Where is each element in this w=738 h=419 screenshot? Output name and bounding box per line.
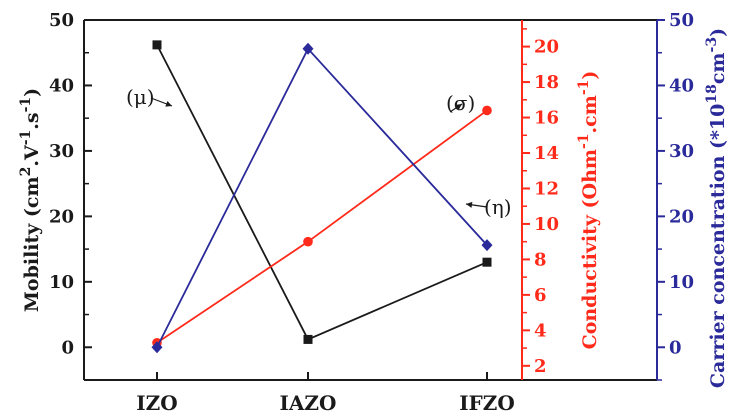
carrier-point [151,341,163,354]
mobility-point [303,334,313,344]
mobility-axis-label: Mobility (cm2.V-1.s-1) [18,88,43,312]
left-tick-label: 30 [49,141,74,162]
carrier-axis-label: Carrier concentration (*1018cm-3) [704,28,729,388]
conductivity-tick-label: 10 [534,214,559,235]
carrier-tick-label: 10 [669,272,694,293]
carrier-axis-label-part: ) [707,28,729,37]
carrier-axis-label-part: cm [707,52,729,84]
conductivity-axis-label-part: -1 [576,133,592,149]
x-tick-label: IAZO [280,391,337,415]
conductivity-tick-label: 20 [534,37,559,58]
conductivity-tick-label: 6 [534,285,547,306]
left-tick-label: 50 [49,10,74,31]
series-line-middle [156,109,488,344]
annotation-label: (μ) [126,85,155,109]
series-line-right [156,47,488,348]
mobility-axis-label-part: Mobility (cm [21,176,43,312]
carrier-tick-label: 30 [669,141,694,162]
carrier-axis-label-part: 18 [704,84,720,103]
conductivity-tick-label: 4 [534,320,547,341]
carrier-axis-label-part: -3 [704,37,720,53]
conductivity-axis-label: Conductivity (Ohm-1.cm-1) [576,71,601,350]
mobility-axis-label-part: 2 [18,167,34,177]
left-tick-label: 10 [49,272,74,293]
annotation-arrowhead [455,104,462,110]
mobility-point [152,40,162,50]
left-tick-label: 40 [49,75,74,96]
mobility-axis-label-part: .s [21,112,43,129]
conductivity-axis-label-part: Conductivity (Ohm [579,149,601,349]
left-tick-label: 20 [49,206,74,227]
annotation-arrowhead [165,101,172,107]
conductivity-point [303,236,313,247]
series-layer [151,40,493,354]
carrier-tick-label: 50 [669,10,694,31]
conductivity-axis-label-part: ) [579,71,601,80]
conductivity-tick-label: 12 [534,178,559,199]
conductivity-axis-label-part: -1 [576,80,592,96]
conductivity-tick-label: 18 [534,72,559,93]
mobility-axis-label-part: -1 [18,130,34,146]
carrier-point [302,42,314,55]
x-tick-label: IZO [136,391,177,415]
x-axis-categories: IZO IAZO IFZO [136,372,515,415]
left-tick-label: 0 [61,337,74,358]
carrier-point [481,239,493,252]
frame-layer [83,19,657,381]
annotation-label: (η) [484,195,512,219]
conductivity-tick-label: 14 [534,143,559,164]
conductivity-tick-label: 16 [534,108,559,129]
carrier-tick-label: 0 [669,337,682,358]
carrier-axis-label-part: Carrier concentration (*10 [707,104,729,388]
annotation-layer: (μ) (σ)(η) [126,85,512,219]
carrier-tick-label: 20 [669,206,694,227]
mobility-axis-label-part: .V [21,144,43,167]
mobility-point [482,257,492,267]
mobility-axis-label-part: -1 [18,97,34,113]
conductivity-tick-label: 8 [534,249,547,270]
annotation-arrowhead [466,201,473,208]
mobility-axis-label-part: ) [21,88,43,97]
x-tick-label: IFZO [459,391,515,415]
conductivity-axis-label-part: .cm [579,95,601,133]
carrier-axis: 0 10 20 30 40 50 Carrier concentration (*1018c… [656,10,729,388]
conductivity-point [482,105,492,116]
carrier-tick-label: 40 [669,75,694,96]
conductivity-tick-label: 2 [534,356,547,377]
